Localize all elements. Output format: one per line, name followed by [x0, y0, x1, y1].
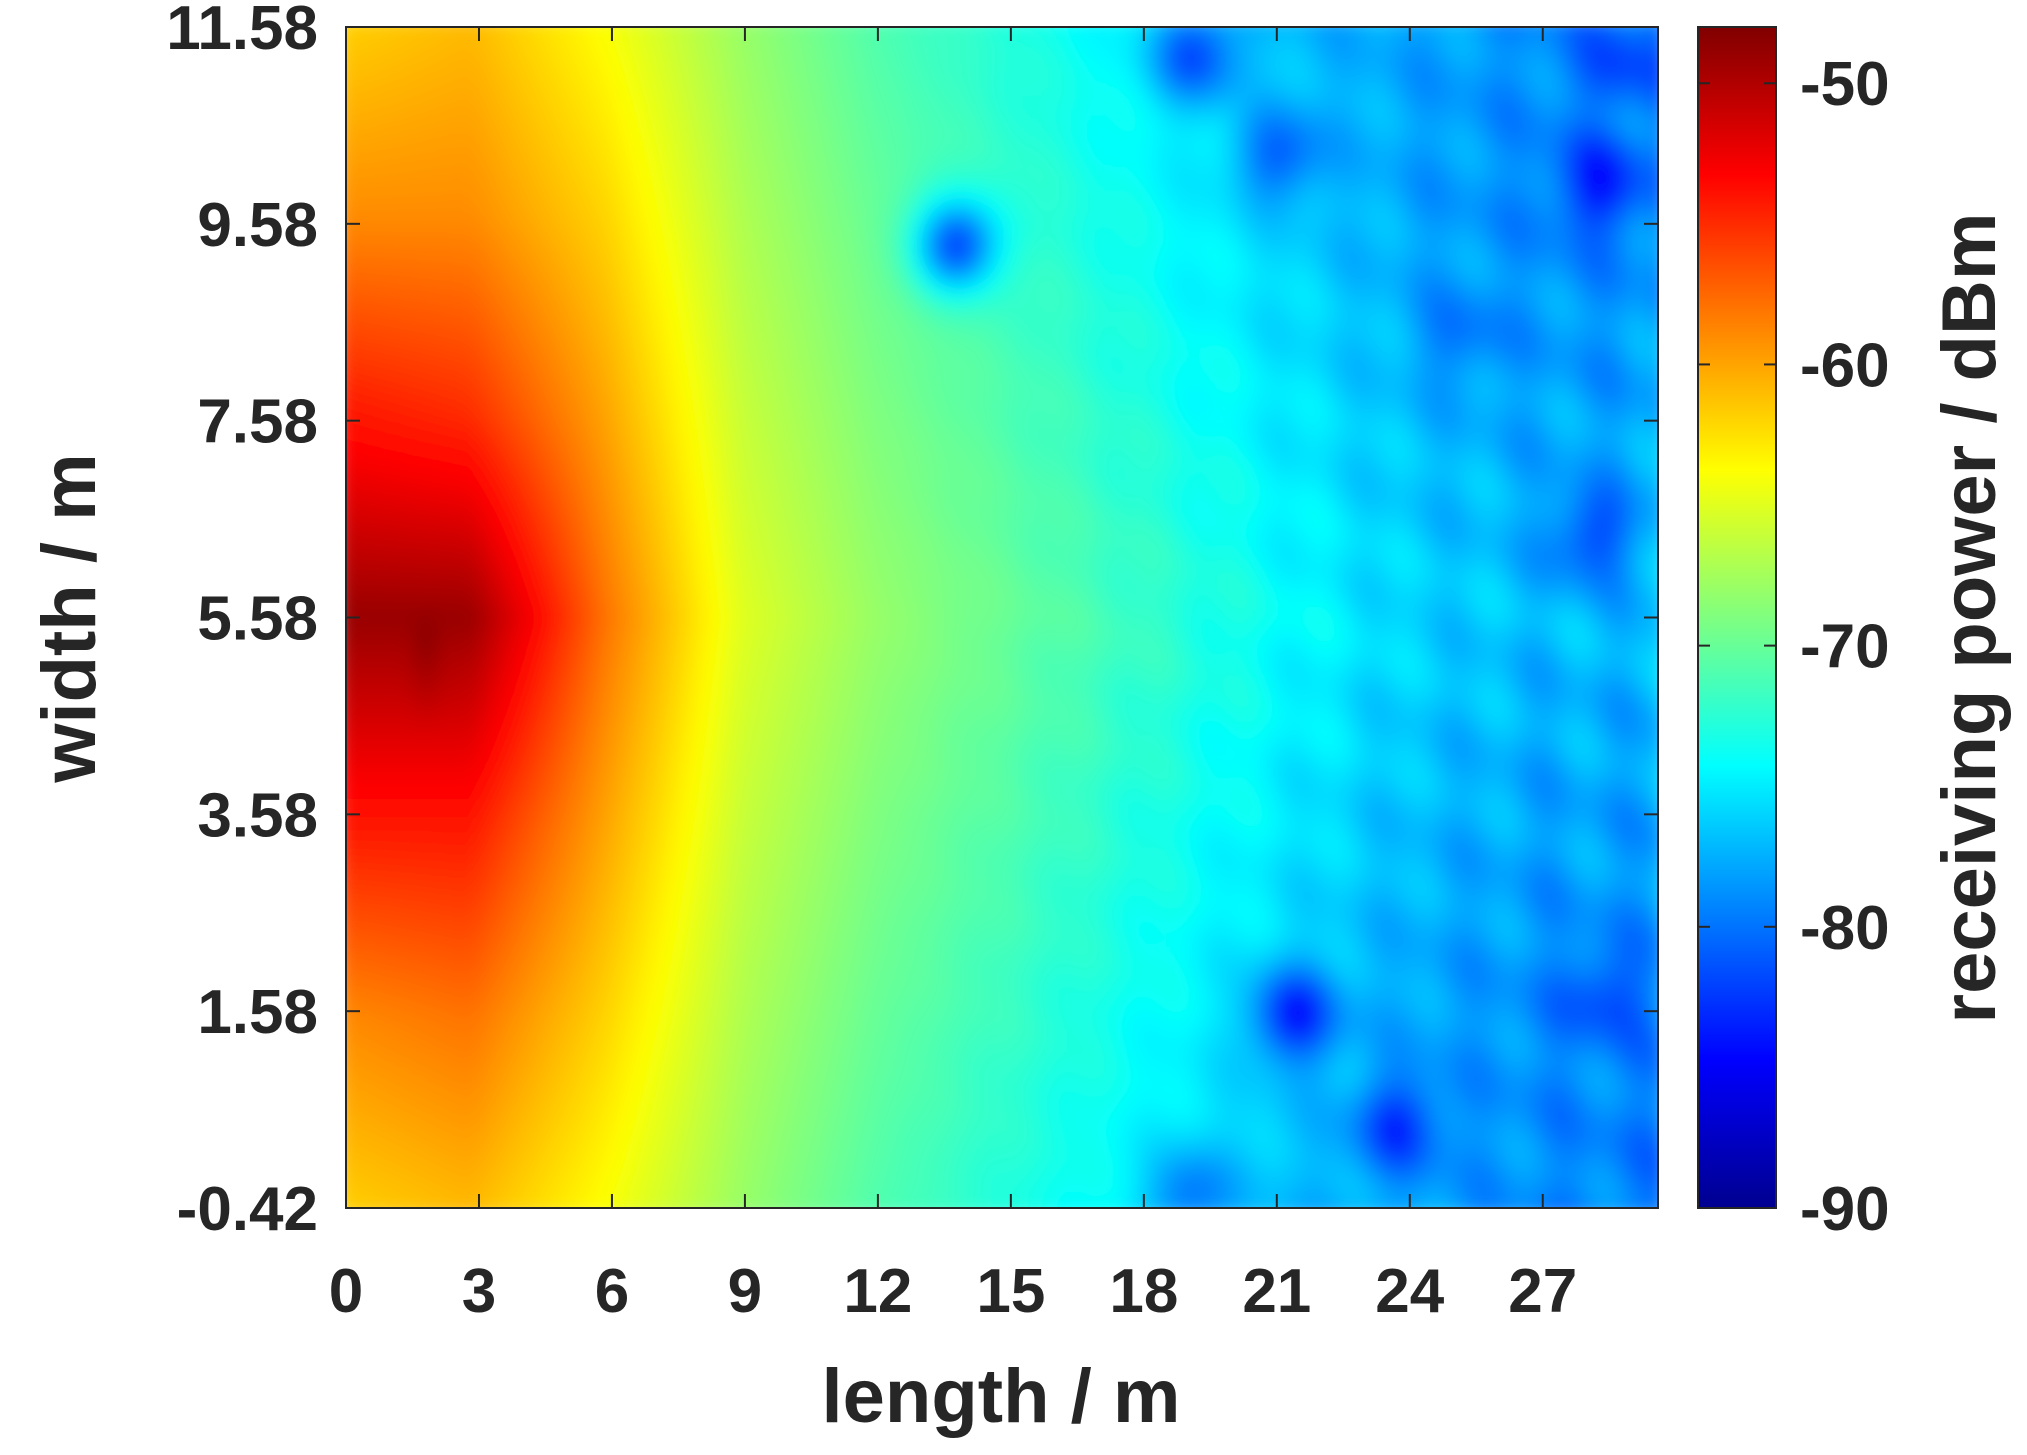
y-tick-label: 5.58	[197, 585, 318, 654]
colorbar-tick-label: -70	[1800, 613, 1890, 682]
colorbar-tick-label: -80	[1800, 894, 1890, 963]
x-tick-label: 24	[1375, 1257, 1444, 1326]
x-tick-label: 21	[1242, 1257, 1311, 1326]
y-tick-label: 7.58	[197, 388, 318, 457]
x-tick-label: 0	[329, 1257, 363, 1326]
x-tick-label: 12	[843, 1257, 912, 1326]
y-axis-ticks: -0.42 1.58 3.58 5.58 7.58 9.58 11.58	[166, 0, 1658, 1244]
y-tick-label: 9.58	[197, 191, 318, 260]
colorbar: -90 -80 -70 -60 -50	[1697, 26, 1890, 1244]
x-tick-label: 27	[1508, 1257, 1577, 1326]
y-tick-label: 11.58	[166, 0, 318, 63]
colorbar-label: receiving power / dBm	[1927, 213, 2012, 1024]
y-tick-label: 3.58	[197, 781, 318, 850]
colorbar-tick-label: -90	[1800, 1175, 1890, 1244]
x-tick-label: 18	[1109, 1257, 1178, 1326]
y-tick-label: -0.42	[177, 1175, 318, 1244]
colorbar-tick-label: -60	[1800, 331, 1890, 400]
colorbar-tick-label: -50	[1800, 50, 1890, 119]
x-tick-label: 15	[976, 1257, 1045, 1326]
x-tick-label: 6	[595, 1257, 629, 1326]
y-axis-title: width / m	[27, 453, 112, 783]
x-tick-label: 9	[728, 1257, 762, 1326]
plot-area	[345, 26, 1659, 1209]
x-tick-label: 3	[462, 1257, 496, 1326]
y-tick-label: 1.58	[197, 978, 318, 1047]
colorbar-ticks: -90 -80 -70 -60 -50	[1698, 50, 1890, 1244]
heatmap-surface	[346, 27, 1658, 1208]
colorbar-gradient	[1697, 26, 1777, 1209]
x-axis-ticks: 0 3 6 9 12 15 18 21 24 27	[329, 27, 1577, 1326]
x-axis-title: length / m	[822, 1354, 1181, 1439]
